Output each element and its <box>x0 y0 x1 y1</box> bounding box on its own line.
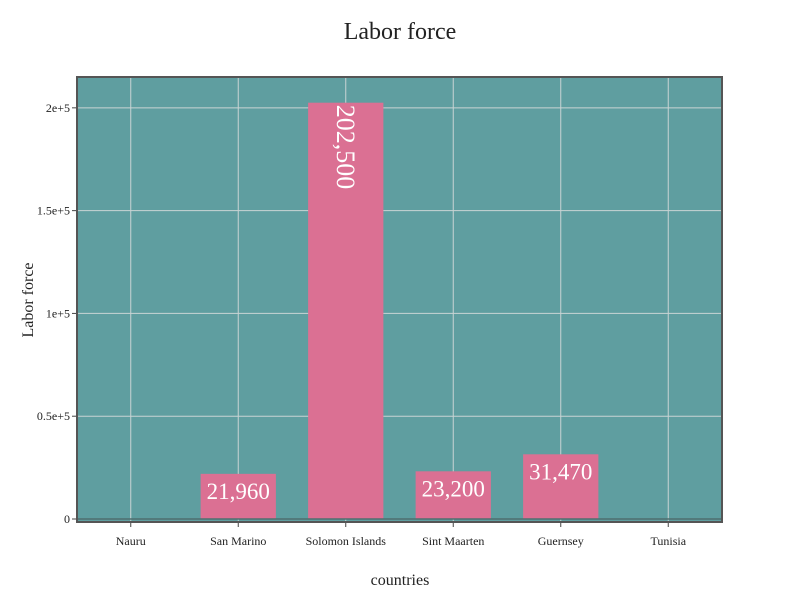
plot-background <box>77 77 722 522</box>
data-label: 21,960 <box>207 479 270 504</box>
data-label: 23,200 <box>422 476 485 501</box>
x-axis-label: countries <box>371 572 430 589</box>
x-tick-label: Tunisia <box>650 534 686 548</box>
data-label: 31,470 <box>529 459 592 484</box>
x-tick-label: Solomon Islands <box>306 534 387 548</box>
y-tick-label: 0 <box>64 512 70 526</box>
x-tick-label: San Marino <box>210 534 266 548</box>
bar <box>200 473 276 519</box>
y-tick-label: 1e+5 <box>46 306 70 320</box>
x-tick-label: Guernsey <box>538 534 584 548</box>
data-label: 202,500 <box>331 105 360 190</box>
plot-area: 0 0.5e+5 1e+5 1.5e+5 2e+5 21,960 202,500 23,200… <box>37 76 723 548</box>
plot-frame <box>76 76 723 523</box>
y-tick-label: 0.5e+5 <box>37 409 70 423</box>
y-tick-label: 1.5e+5 <box>37 204 70 218</box>
x-tick-label: Sint Maarten <box>422 534 484 548</box>
y-tick-label: 2e+5 <box>46 101 70 115</box>
bar <box>523 454 599 519</box>
y-axis-label: Labor force <box>20 262 37 337</box>
bar <box>308 102 384 519</box>
x-tick-label: Nauru <box>116 534 146 548</box>
bar <box>415 471 491 519</box>
chart-title: Labor force <box>344 19 457 45</box>
